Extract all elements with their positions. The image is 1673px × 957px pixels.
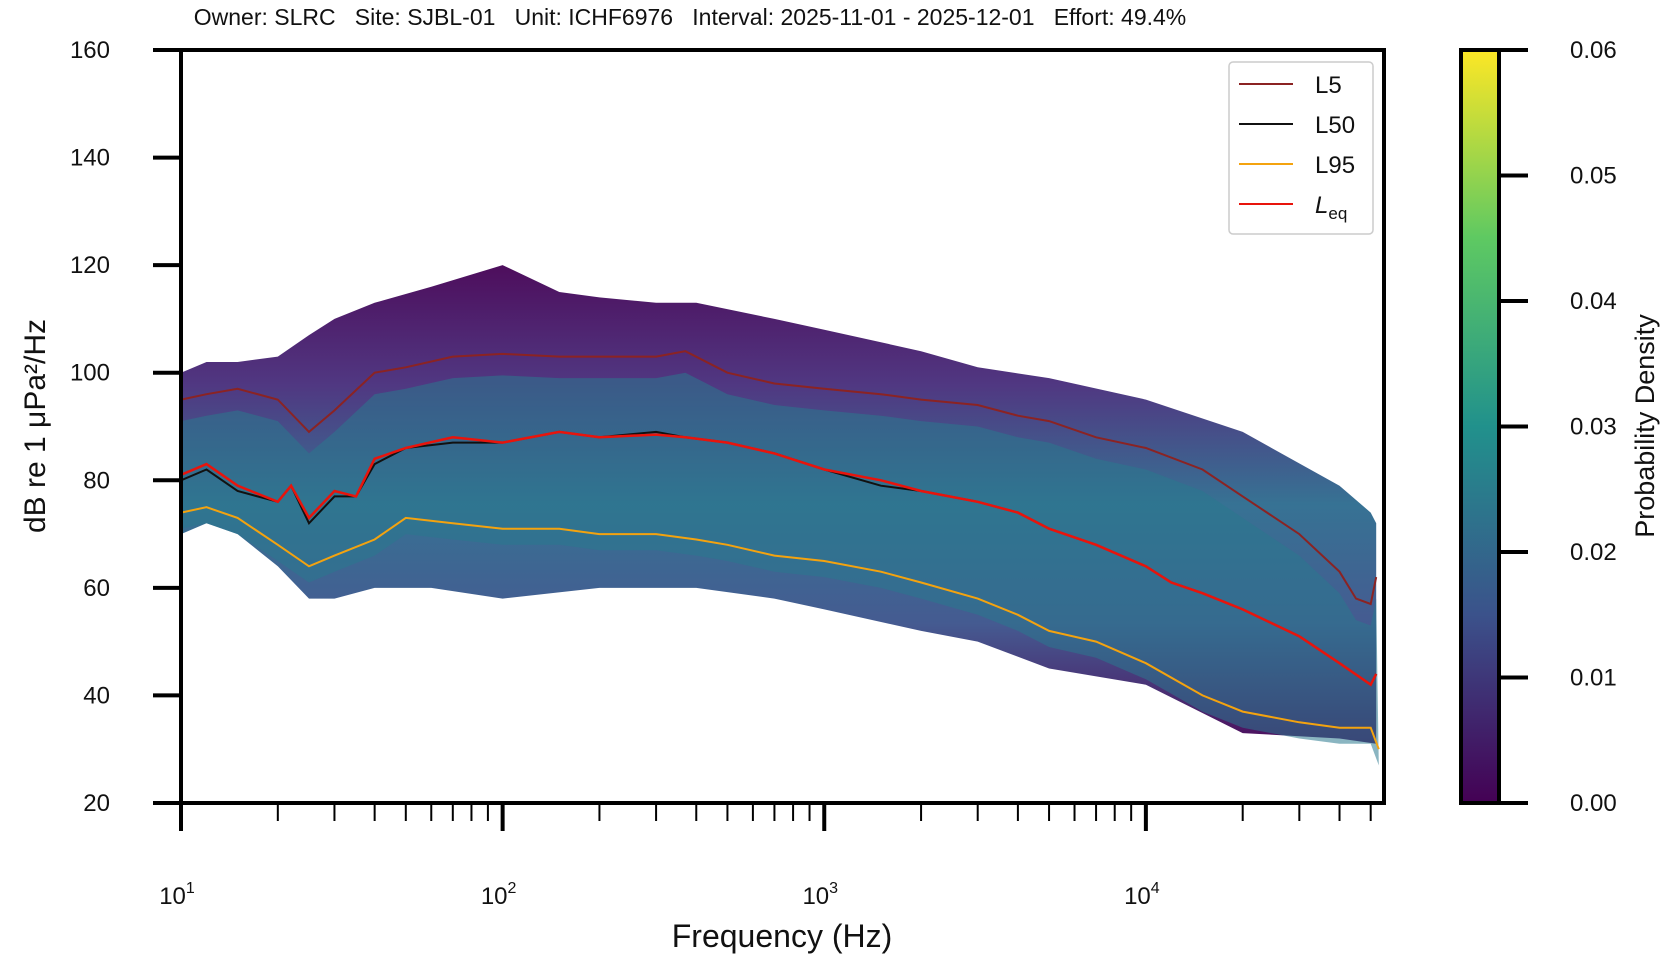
percentile-lines [181,350,1380,750]
legend[interactable]: L5 L50 L95 Leq [1228,61,1374,235]
y-tick-label: 160 [70,37,110,64]
y-tick-label: 120 [70,252,110,279]
legend-label-l5: L5 [1315,72,1342,99]
unit-text: Unit: ICHF6976 [514,4,674,30]
series-line-leq [181,430,1378,687]
legend-label-l95: L95 [1315,152,1355,179]
y-axis: 20 40 60 80 100 120 140 160 [70,37,181,817]
y-tick-label: 20 [83,790,110,817]
interval-text: Interval: 2025-11-01 - 2025-12-01 [692,4,1035,30]
legend-frame [1228,61,1374,235]
x-tick-label: 102 [481,880,517,910]
colorbar-label: Probability Density [1630,314,1660,538]
colorbar-tick-label: 0.01 [1570,665,1617,692]
colorbar-tick-label: 0.04 [1570,288,1617,315]
y-tick-label: 80 [83,467,110,494]
colorbar [1459,48,1501,805]
colorbar-tick-label: 0.06 [1570,37,1617,64]
series-line-l95 [181,506,1380,750]
plot-frame [179,48,1386,805]
x-tick-label: 104 [1124,880,1160,910]
y-tick-label: 100 [70,360,110,387]
x-axis-label: Frequency (Hz) [672,918,893,954]
owner-text: Owner: SLRC [193,4,336,30]
series-line-l5 [181,350,1378,606]
colorbar-axis: 0.00 0.01 0.02 0.03 0.04 0.05 0.06 [1499,37,1617,817]
x-axis: 101 102 103 104 [159,803,1372,910]
density-heatmap-core [181,372,1379,766]
plot-area [181,50,1384,803]
y-tick-label: 140 [70,145,110,172]
figure-title: Owner: SLRC Site: SJBL-01 Unit: ICHF6976… [0,4,1380,31]
site-text: Site: SJBL-01 [354,4,496,30]
colorbar-tick-label: 0.05 [1570,163,1617,190]
legend-label-leq: Leq [1315,192,1347,223]
legend-label-l50: L50 [1315,112,1355,139]
colorbar-tick-label: 0.03 [1570,414,1617,441]
effort-text: Effort: 49.4% [1053,4,1187,30]
x-tick-label: 101 [159,880,195,910]
y-tick-label: 40 [83,682,110,709]
y-tick-label: 60 [83,575,110,602]
colorbar-tick-label: 0.02 [1570,539,1617,566]
colorbar-tick-label: 0.00 [1570,790,1617,817]
y-axis-label: dB re 1 μPa²/Hz [19,319,52,533]
x-tick-label: 103 [802,880,838,910]
